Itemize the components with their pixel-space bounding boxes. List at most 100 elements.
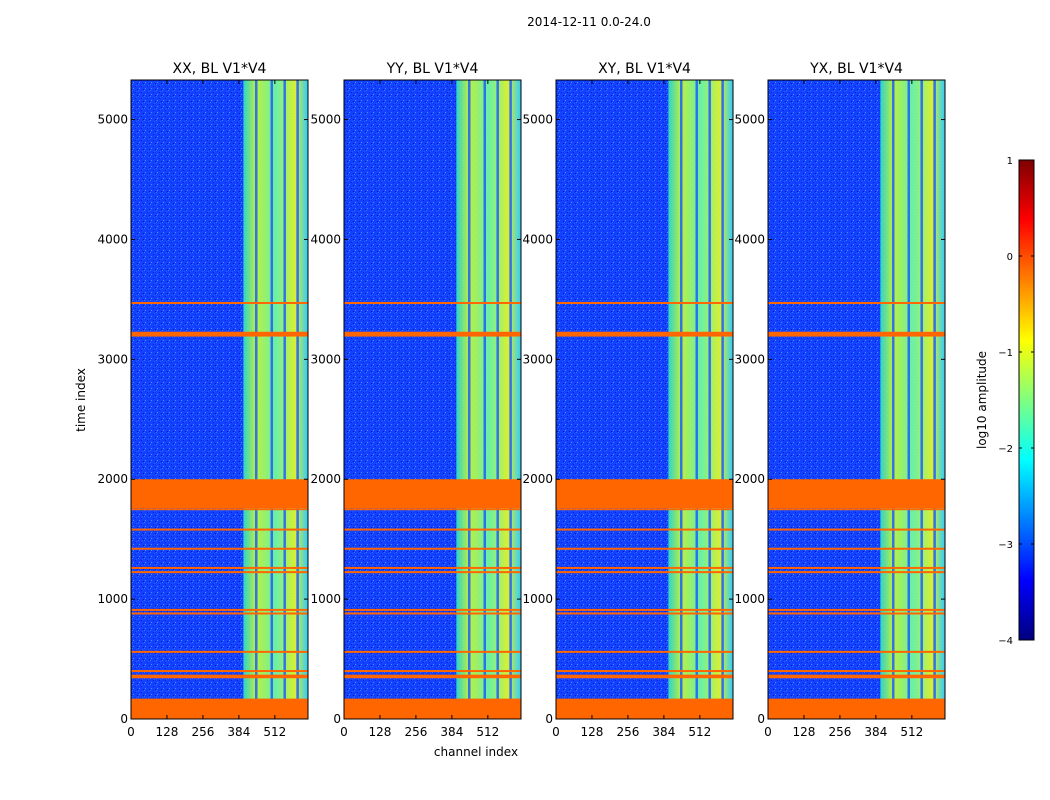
band-separator — [283, 80, 286, 719]
panel-frame — [767, 79, 946, 720]
flagged-range — [344, 674, 521, 679]
x-tick-label: 128 — [369, 725, 392, 739]
flag-line — [556, 670, 733, 673]
flag-line — [131, 612, 308, 615]
flag-line — [131, 508, 308, 511]
flag-line — [556, 301, 733, 304]
colorbar: 1 0 −1 −2 −3 −4 log10 amplitude — [975, 156, 1035, 647]
y-tick-label: 5000 — [734, 113, 765, 127]
flag-line — [556, 528, 733, 531]
panel-1: XX, BL V1*V4 0 128 256 384 512 0 1000 2000 3000 40… — [97, 61, 309, 739]
band-separator — [496, 80, 499, 719]
y-tick-label: 5000 — [522, 113, 553, 127]
band-separator — [721, 80, 724, 719]
flag-line — [344, 566, 521, 569]
x-tick-label: 128 — [793, 725, 816, 739]
x-tick-label: 0 — [340, 725, 348, 739]
x-tick-label: 0 — [552, 725, 560, 739]
flagged-range — [768, 674, 945, 679]
band-separator — [296, 80, 299, 719]
panel-3: XY, BL V1*V4 0 128 256 384 512 0 1000 2000 3000 40… — [522, 61, 734, 739]
x-tick-label: 512 — [263, 725, 286, 739]
flag-line — [344, 650, 521, 653]
panel-2: YY, BL V1*V4 0 128 256 384 512 0 1000 2000 3000 40… — [310, 61, 522, 739]
flag-line — [768, 301, 945, 304]
colorbar-tick-label: −4 — [998, 636, 1013, 647]
flagged-range — [344, 331, 521, 337]
panel-frame — [343, 79, 522, 720]
flag-line — [131, 301, 308, 304]
colorbar-tick-label: 0 — [1007, 252, 1013, 263]
flag-line — [131, 571, 308, 574]
flagged-range — [344, 698, 521, 719]
y-tick-label: 0 — [545, 712, 553, 726]
flag-line — [344, 612, 521, 615]
flag-line — [556, 571, 733, 574]
flag-line — [344, 571, 521, 574]
y-tick-label: 5000 — [97, 113, 128, 127]
flag-line — [768, 508, 945, 511]
y-tick-label: 4000 — [310, 232, 341, 246]
flagged-range — [131, 698, 308, 719]
flag-line — [556, 508, 733, 511]
flag-line — [131, 650, 308, 653]
flag-line — [768, 650, 945, 653]
y-axis-label: time index — [74, 368, 88, 432]
flagged-range — [131, 479, 308, 508]
colorbar-gradient — [1018, 159, 1035, 641]
flagged-range — [768, 331, 945, 337]
x-tick-label: 128 — [156, 725, 179, 739]
colorbar-label: log10 amplitude — [975, 351, 989, 449]
flag-line — [768, 670, 945, 673]
y-tick-label: 3000 — [310, 352, 341, 366]
y-tick-label: 3000 — [97, 352, 128, 366]
y-tick-label: 2000 — [734, 472, 765, 486]
flagged-range — [556, 698, 733, 719]
x-tick-label: 512 — [688, 725, 711, 739]
colorbar-tick-label: 1 — [1007, 156, 1013, 167]
flagged-range — [768, 479, 945, 508]
colorbar-tick-label: −3 — [998, 540, 1013, 551]
flagged-range — [131, 674, 308, 679]
x-tick-label: 384 — [440, 725, 463, 739]
y-tick-label: 1000 — [734, 592, 765, 606]
flagged-range — [556, 674, 733, 679]
x-tick-label: 512 — [900, 725, 923, 739]
y-tick-label: 1000 — [522, 592, 553, 606]
flag-line — [768, 612, 945, 615]
x-tick-label: 384 — [864, 725, 887, 739]
y-tick-label: 0 — [757, 712, 765, 726]
flag-line — [768, 547, 945, 550]
flag-line — [131, 528, 308, 531]
band-separator — [907, 80, 911, 719]
flag-line — [131, 670, 308, 673]
band-separator — [255, 80, 258, 719]
flag-line — [344, 608, 521, 611]
flag-line — [556, 547, 733, 550]
band-separator — [680, 80, 683, 719]
flag-line — [768, 528, 945, 531]
flag-line — [131, 566, 308, 569]
band-separator — [933, 80, 936, 719]
flagged-range — [768, 698, 945, 719]
band-separator — [892, 80, 895, 719]
flag-line — [131, 547, 308, 550]
panel-frame — [555, 79, 734, 720]
x-tick-label: 256 — [616, 725, 639, 739]
flag-line — [768, 608, 945, 611]
colorbar-ticks: 1 0 −1 −2 −3 −4 — [998, 156, 1034, 647]
band-separator — [468, 80, 471, 719]
y-tick-label: 0 — [120, 712, 128, 726]
x-tick-label: 0 — [127, 725, 135, 739]
x-tick-label: 512 — [476, 725, 499, 739]
colorbar-tick-label: −2 — [998, 444, 1013, 455]
y-tick-label: 4000 — [522, 232, 553, 246]
band-separator — [708, 80, 711, 719]
panel-title: YX, BL V1*V4 — [809, 61, 903, 77]
panel-title: XY, BL V1*V4 — [598, 61, 691, 77]
band-separator — [695, 80, 699, 719]
flag-line — [344, 670, 521, 673]
band-separator — [920, 80, 923, 719]
panel-4: YX, BL V1*V4 0 128 256 384 512 0 1000 2000 3000 40… — [734, 61, 946, 739]
band-separator — [483, 80, 487, 719]
